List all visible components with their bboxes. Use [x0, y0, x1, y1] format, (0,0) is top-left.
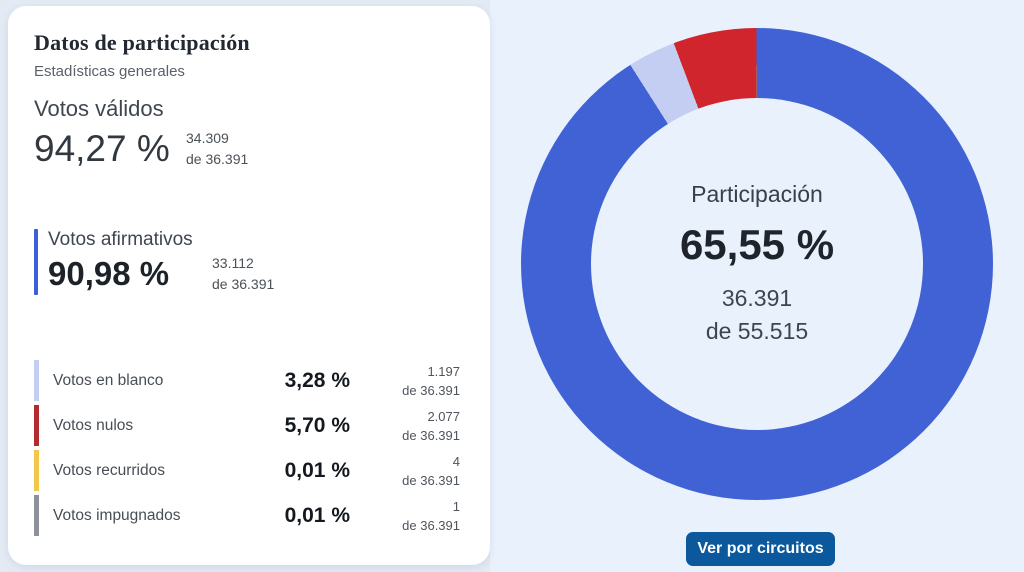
contested-votes-percentage: 0,01 %: [284, 458, 350, 482]
valid-votes-total: de 36.391: [186, 151, 249, 167]
affirmative-votes-row: 90,98 % 33.112 de 36.391: [48, 253, 274, 295]
challenged-votes-label: Votos impugnados: [53, 506, 181, 524]
null-votes-percentage: 5,70 %: [284, 413, 350, 437]
contested-votes-total: de 36.391: [402, 472, 460, 488]
challenged-votes-total: de 36.391: [402, 517, 460, 533]
valid-votes-percentage: 94,27 %: [34, 128, 170, 169]
ver-por-circuitos-button[interactable]: Ver por circuitos: [686, 532, 835, 566]
valid-votes-block: Votos válidos 94,27 % 34.309 de 36.391: [34, 96, 248, 170]
affirmative-votes-label: Votos afirmativos: [48, 229, 193, 250]
null-votes-label: Votos nulos: [53, 416, 134, 434]
contested-votes-label: Votos recurridos: [53, 461, 165, 479]
blank-votes-count: 1.197: [427, 363, 460, 379]
blank-votes-total: de 36.391: [402, 382, 460, 398]
affirmative-votes-text: Votos afirmativos 90,98 % 33.112 de 36.3…: [38, 229, 274, 295]
vote-types-list: Votos en blanco 3,28 % 1.197 de 36.391 V…: [34, 358, 460, 538]
challenged-votes-percentage: 0,01 %: [284, 503, 350, 527]
donut-center-count: 36.391: [721, 284, 793, 311]
affirmative-votes-counts: 33.112 de 36.391: [212, 253, 274, 295]
affirmative-votes-block: Votos afirmativos 90,98 % 33.112 de 36.3…: [34, 229, 274, 295]
contested-votes-count: 4: [452, 453, 460, 469]
donut-center-total: de 55.515: [705, 317, 809, 344]
null-votes-color-bar: [34, 405, 39, 446]
valid-votes-counts: 34.309 de 36.391: [186, 128, 248, 170]
blank-votes-counts: 1.197 de 36.391: [350, 362, 460, 400]
list-item-votos-recurridos: Votos recurridos 0,01 % 4 de 36.391: [34, 448, 460, 493]
valid-votes-count: 34.309: [186, 130, 229, 146]
contested-votes-counts: 4 de 36.391: [350, 452, 460, 490]
affirmative-votes-count: 33.112: [212, 255, 254, 271]
donut-center-label: Participación: [691, 180, 823, 207]
card-title: Datos de participación: [34, 30, 250, 55]
contested-votes-color-bar: [34, 450, 39, 491]
list-item-votos-impugnados: Votos impugnados 0,01 % 1 de 36.391: [34, 493, 460, 538]
affirmative-votes-percentage: 90,98 %: [48, 255, 170, 292]
card-subtitle: Estadísticas generales: [34, 63, 185, 80]
valid-votes-label: Votos válidos: [34, 96, 164, 121]
donut-hole: Participación 65,55 % 36.391 de 55.515: [591, 98, 923, 430]
blank-votes-percentage: 3,28 %: [284, 368, 350, 392]
list-item-votos-en-blanco: Votos en blanco 3,28 % 1.197 de 36.391: [34, 358, 460, 403]
affirmative-votes-total: de 36.391: [212, 276, 275, 292]
null-votes-counts: 2.077 de 36.391: [350, 407, 460, 445]
donut-center-value: 65,55 %: [679, 220, 835, 268]
affirmative-color-bar: [34, 229, 38, 295]
participation-data-card: Datos de participación Estadísticas gene…: [8, 6, 490, 565]
valid-votes-row: 94,27 % 34.309 de 36.391: [34, 128, 248, 170]
participation-donut-chart: Participación 65,55 % 36.391 de 55.515: [521, 28, 993, 500]
challenged-votes-color-bar: [34, 495, 39, 536]
blank-votes-color-bar: [34, 360, 39, 401]
challenged-votes-count: 1: [452, 498, 460, 514]
null-votes-count: 2.077: [427, 408, 460, 424]
blank-votes-label: Votos en blanco: [53, 371, 164, 389]
list-item-votos-nulos: Votos nulos 5,70 % 2.077 de 36.391: [34, 403, 460, 448]
donut-center-text: Participación 65,55 % 36.391 de 55.515: [680, 181, 834, 348]
null-votes-total: de 36.391: [402, 427, 460, 443]
challenged-votes-counts: 1 de 36.391: [350, 497, 460, 535]
participation-chart-panel: Participación 65,55 % 36.391 de 55.515 V…: [490, 0, 1024, 572]
